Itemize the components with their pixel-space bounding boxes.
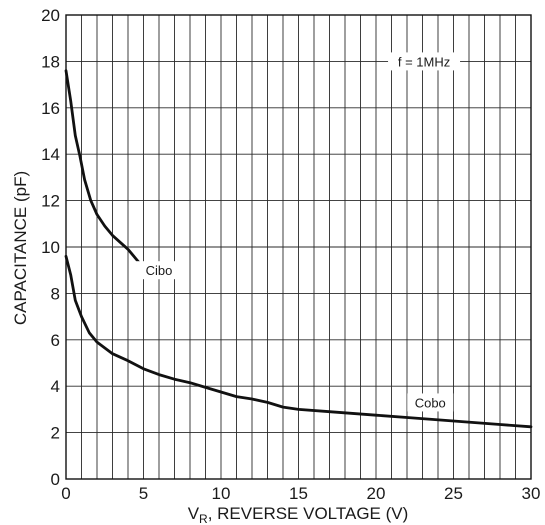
- x-tick-label: 15: [289, 484, 308, 503]
- series-line-cobo: [64, 254, 533, 429]
- x-axis-title: VR, REVERSE VOLTAGE (V): [188, 504, 409, 525]
- y-tick-label: 14: [41, 145, 60, 164]
- y-tick-label: 6: [51, 331, 60, 350]
- frequency-annotation-bg: [388, 52, 461, 71]
- y-tick-label: 18: [41, 52, 60, 71]
- y-tick-label: 10: [41, 238, 60, 257]
- series-label-cobo: Cobo: [415, 395, 446, 410]
- y-tick-label: 4: [51, 377, 60, 396]
- x-tick-label: 25: [444, 484, 463, 503]
- series-labels: Cibo Cobo f = 1MHz: [136, 52, 461, 412]
- series-label-cibo-bg: [136, 261, 182, 280]
- series-label-cibo: Cibo: [146, 263, 173, 278]
- x-tick-labels: 0 5 10 15 20 25 30: [61, 484, 540, 503]
- x-tick-label: 20: [367, 484, 386, 503]
- y-axis-title: CAPACITANCE (pF): [11, 171, 30, 325]
- x-axis-title-rest: , REVERSE VOLTAGE (V): [208, 504, 409, 523]
- y-tick-label: 0: [51, 470, 60, 489]
- y-tick-label: 16: [41, 99, 60, 118]
- x-tick-label: 0: [61, 484, 70, 503]
- series-label-cobo-bg: [407, 393, 454, 412]
- y-tick-label: 20: [41, 6, 60, 25]
- series-line-cibo: [64, 69, 145, 270]
- y-tick-label: 2: [51, 424, 60, 443]
- x-axis-title-sub: R: [199, 512, 208, 525]
- x-tick-label: 5: [139, 484, 148, 503]
- x-axis-title-main: V: [188, 504, 200, 523]
- series-lines: [64, 69, 533, 429]
- y-tick-label: 8: [51, 284, 60, 303]
- x-tick-label: 10: [212, 484, 231, 503]
- y-tick-label: 12: [41, 192, 60, 211]
- plot-frame: [65, 14, 532, 480]
- x-tick-label: 30: [522, 484, 541, 503]
- plot-border: [65, 14, 532, 480]
- y-tick-labels: 0 2 4 6 8 10 12 14 16 18 20: [41, 6, 60, 489]
- frequency-annotation: f = 1MHz: [398, 54, 450, 69]
